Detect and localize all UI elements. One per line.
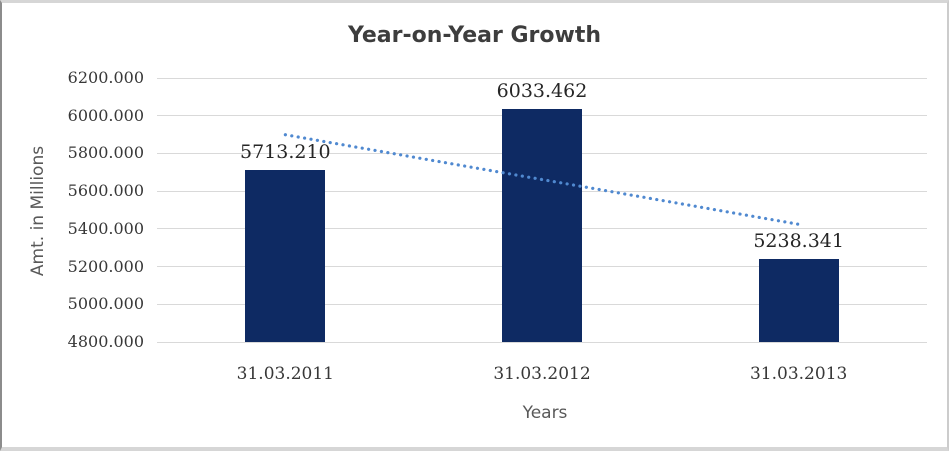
y-tick-label: 6000.000 — [67, 105, 144, 125]
y-tick-label: 4800.000 — [67, 332, 144, 351]
y-tick-label: 5800.000 — [67, 143, 144, 163]
bar-3 — [758, 259, 839, 342]
category-label: 31.03.2012 — [493, 364, 591, 384]
category-label: 31.03.2013 — [749, 364, 848, 384]
y-tick-label: 6200.000 — [67, 68, 144, 87]
chart-title: Year-on-Year Growth — [347, 23, 602, 48]
category-label: 31.03.2011 — [236, 364, 334, 384]
bar-2 — [502, 109, 582, 342]
trendline — [283, 133, 801, 226]
y-tick-label: 5600.000 — [67, 181, 144, 201]
x-axis-title: Years — [522, 403, 568, 423]
y-tick-label: 5200.000 — [67, 256, 144, 276]
bar-data-label: 6033.462 — [496, 80, 588, 103]
y-axis-title: Amt. in Millions — [28, 145, 48, 277]
bar-data-label: 5238.341 — [753, 230, 844, 253]
gridline — [157, 341, 927, 343]
bar-1 — [245, 169, 326, 342]
bar-data-label: 5713.210 — [239, 140, 331, 163]
gridline — [157, 77, 927, 79]
y-tick-label: 5400.000 — [67, 218, 144, 238]
y-tick-label: 5000.000 — [67, 294, 144, 314]
